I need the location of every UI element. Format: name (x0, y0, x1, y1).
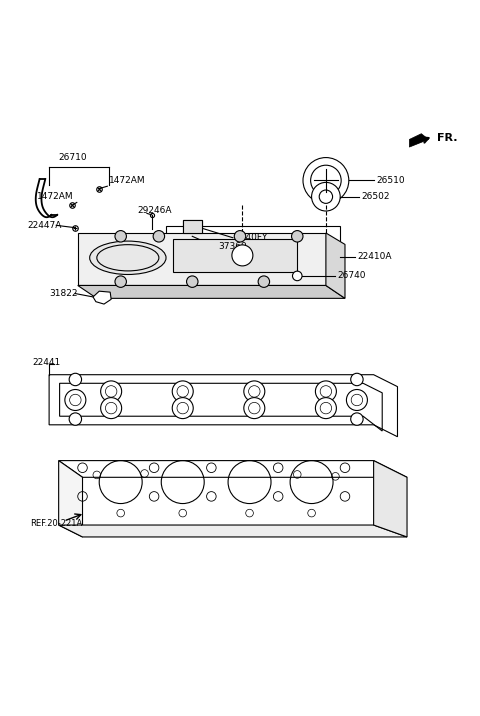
Circle shape (291, 231, 303, 242)
Circle shape (351, 373, 363, 386)
Polygon shape (59, 525, 407, 537)
Circle shape (292, 271, 302, 281)
Circle shape (115, 231, 126, 242)
Text: 26510: 26510 (376, 176, 405, 185)
Polygon shape (59, 460, 407, 478)
Polygon shape (183, 220, 202, 233)
Circle shape (65, 390, 86, 410)
Circle shape (351, 413, 363, 425)
Circle shape (244, 397, 265, 419)
Text: 1472AM: 1472AM (37, 193, 74, 201)
Bar (183, 220, 202, 236)
Circle shape (101, 397, 121, 419)
Text: 37369: 37369 (218, 242, 247, 251)
Text: 26502: 26502 (362, 192, 390, 201)
Ellipse shape (90, 241, 166, 274)
Text: 26710: 26710 (59, 153, 87, 163)
Circle shape (172, 397, 193, 419)
Text: 1472AM: 1472AM (109, 176, 145, 185)
Polygon shape (78, 233, 326, 286)
Circle shape (312, 183, 340, 211)
Circle shape (172, 381, 193, 402)
Circle shape (115, 276, 126, 287)
Circle shape (244, 381, 265, 402)
Circle shape (315, 381, 336, 402)
Text: 22447A: 22447A (28, 221, 62, 230)
Polygon shape (78, 286, 345, 299)
Polygon shape (93, 291, 111, 304)
Polygon shape (373, 460, 407, 537)
Bar (166, 226, 340, 287)
Text: 26740: 26740 (338, 271, 366, 281)
Circle shape (258, 276, 270, 287)
Circle shape (311, 165, 341, 195)
Polygon shape (326, 233, 345, 299)
Polygon shape (49, 374, 397, 437)
Circle shape (303, 158, 349, 203)
Text: 22410A: 22410A (357, 252, 391, 261)
Text: 31822: 31822 (49, 289, 78, 298)
Polygon shape (173, 238, 297, 272)
Circle shape (101, 381, 121, 402)
Circle shape (153, 231, 165, 242)
Polygon shape (59, 460, 83, 537)
Circle shape (234, 231, 246, 242)
Polygon shape (409, 134, 429, 147)
Circle shape (347, 390, 367, 410)
Text: REF.20-221A: REF.20-221A (30, 519, 82, 528)
Text: 22441: 22441 (33, 358, 60, 367)
Text: 29246A: 29246A (137, 205, 172, 215)
Circle shape (315, 397, 336, 419)
Circle shape (69, 413, 82, 425)
Circle shape (232, 245, 253, 266)
Text: FR.: FR. (437, 133, 457, 143)
Circle shape (319, 190, 333, 203)
Text: 1140FY: 1140FY (235, 233, 269, 242)
Circle shape (187, 276, 198, 287)
Circle shape (69, 373, 82, 386)
